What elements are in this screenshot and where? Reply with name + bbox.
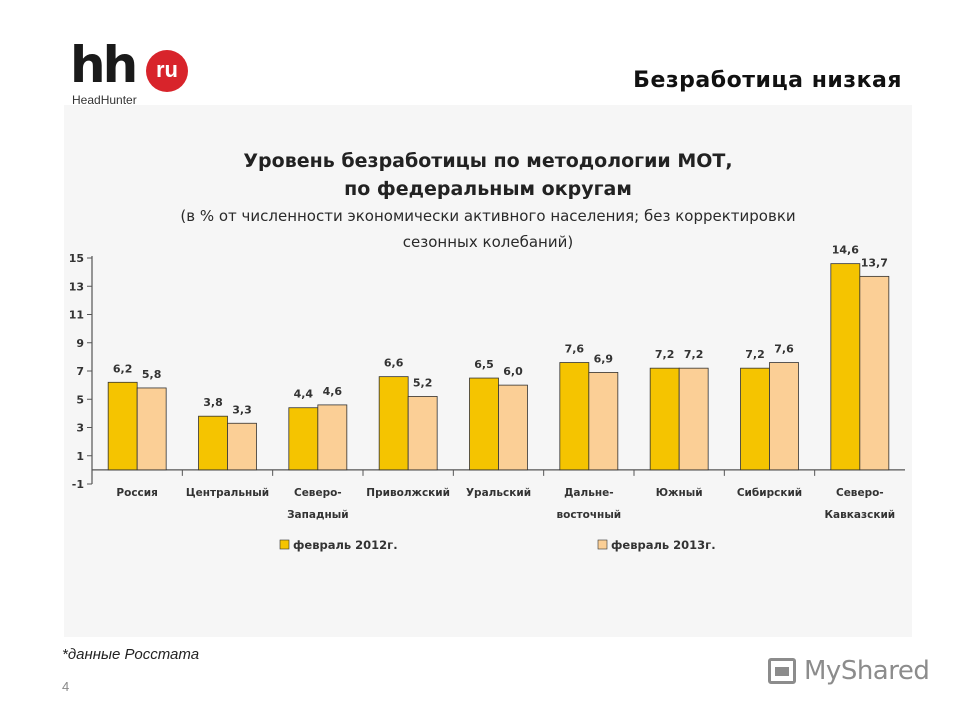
y-tick-label: -1 xyxy=(72,478,84,491)
y-tick-label: 3 xyxy=(76,422,84,435)
x-category-label: Северо- xyxy=(836,487,884,499)
bar-2013 xyxy=(588,372,619,471)
chart-subtitle: (в % от численности экономически активно… xyxy=(180,207,796,225)
data-label: 7,2 xyxy=(684,348,704,361)
data-label: 5,2 xyxy=(413,376,433,389)
data-label: 6,5 xyxy=(474,358,494,371)
data-label: 3,3 xyxy=(232,403,252,416)
slide-title: Безработица низкая xyxy=(633,68,902,93)
bar-2013 xyxy=(136,387,167,471)
watermark-text: MyShared xyxy=(804,656,930,686)
logo-ru-badge: ru xyxy=(146,50,188,92)
data-label: 7,6 xyxy=(774,343,794,356)
x-category-label: Дальне- xyxy=(564,487,614,499)
bar-2013 xyxy=(769,362,799,471)
myshared-watermark: MyShared xyxy=(768,656,930,696)
x-category-label: Уральский xyxy=(466,487,531,499)
legend-label-2013: февраль 2013г. xyxy=(611,538,716,552)
data-label: 7,6 xyxy=(565,343,585,356)
chart-subtitle-line2: сезонных колебаний) xyxy=(402,233,574,251)
x-category-label: восточный xyxy=(556,509,621,521)
footnote: *данные Росстата xyxy=(62,646,200,663)
bar-2012 xyxy=(469,377,499,471)
bar-2013 xyxy=(407,396,438,471)
bar-2012 xyxy=(198,415,228,471)
presentation-icon xyxy=(768,658,796,684)
x-category-label: Приволжский xyxy=(366,487,450,499)
x-category-label: Сибирский xyxy=(737,487,802,499)
data-label: 14,6 xyxy=(832,244,859,257)
data-label: 6,6 xyxy=(384,357,404,370)
legend-label-2012: февраль 2012г. xyxy=(293,538,398,552)
x-category-label: Центральный xyxy=(186,487,269,499)
x-category-label: Россия xyxy=(116,487,157,499)
data-label: 13,7 xyxy=(861,256,888,269)
x-category-label: Южный xyxy=(656,487,703,499)
data-label: 4,6 xyxy=(323,385,343,398)
data-label: 4,4 xyxy=(294,388,314,401)
data-label: 7,2 xyxy=(745,348,765,361)
data-label: 6,9 xyxy=(594,352,614,365)
bar-2013 xyxy=(317,404,348,471)
y-tick-label: 13 xyxy=(69,280,84,293)
bar-2013 xyxy=(678,367,709,471)
y-tick-label: 9 xyxy=(76,337,84,350)
y-tick-label: 11 xyxy=(69,309,84,322)
y-tick-label: 15 xyxy=(69,252,84,265)
page-number: 4 xyxy=(62,679,70,694)
x-category-label: Северо- xyxy=(294,487,342,499)
bar-2013 xyxy=(859,275,890,471)
chart-title-line2: по федеральным округам xyxy=(344,178,632,200)
headhunter-logo: hh ru HeadHunter xyxy=(70,38,200,108)
logo-subtitle: HeadHunter xyxy=(72,93,137,107)
legend-swatch-2013 xyxy=(597,539,608,550)
x-category-label: Кавказский xyxy=(824,509,895,521)
bar-2012 xyxy=(378,376,409,471)
legend-swatch-2012 xyxy=(279,539,290,550)
y-tick-label: 5 xyxy=(76,393,84,406)
logo-hh-text: hh xyxy=(70,36,138,94)
y-tick-label: 7 xyxy=(76,365,84,378)
bar-2013 xyxy=(498,384,528,471)
x-category-label: Западный xyxy=(287,509,348,521)
bar-2012 xyxy=(830,263,861,471)
data-label: 5,8 xyxy=(142,368,162,381)
data-label: 3,8 xyxy=(203,396,223,409)
bar-2012 xyxy=(559,362,590,471)
data-label: 6,2 xyxy=(113,362,133,375)
data-label: 7,2 xyxy=(655,348,675,361)
y-tick-label: 1 xyxy=(76,450,84,463)
bar-2012 xyxy=(740,367,770,471)
data-label: 6,0 xyxy=(503,365,523,378)
bar-2013 xyxy=(227,422,257,471)
bar-2012 xyxy=(107,381,138,471)
chart-title: Уровень безработицы по методологии МОТ, xyxy=(243,150,733,172)
bar-2012 xyxy=(649,367,680,471)
bar-2012 xyxy=(288,407,319,471)
